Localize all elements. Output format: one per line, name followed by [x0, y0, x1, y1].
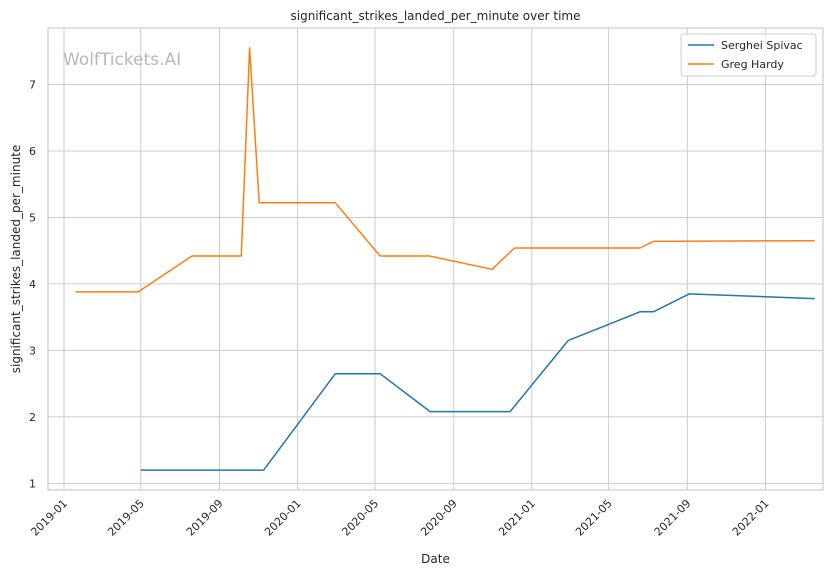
y-tick-label: 6: [29, 145, 36, 158]
series-line-serghei-spivac: [140, 293, 815, 471]
plot-area: [47, 27, 824, 491]
y-axis-label: significant_strikes_landed_per_minute: [9, 145, 23, 374]
series-line-greg-hardy: [75, 47, 815, 293]
x-axis-label: Date: [421, 552, 450, 566]
series-lines: [75, 47, 815, 471]
watermark: WolfTickets.AI: [63, 50, 181, 70]
legend: Serghei Spivac Greg Hardy: [680, 33, 817, 77]
y-tick-label: 5: [29, 211, 36, 224]
legend-label-serghei-spivac: Serghei Spivac: [721, 39, 803, 52]
grid-lines: [48, 28, 823, 490]
y-tick-label: 2: [29, 411, 36, 424]
y-tick-label: 4: [29, 278, 36, 291]
y-axis-ticks: 1 2 3 4 5 6 7: [29, 79, 36, 491]
legend-label-greg-hardy: Greg Hardy: [721, 58, 784, 71]
y-tick-label: 1: [29, 477, 36, 490]
legend-box: [680, 33, 817, 77]
chart-title: significant_strikes_landed_per_minute ov…: [290, 9, 580, 23]
y-tick-label: 7: [29, 79, 36, 92]
y-tick-label: 3: [29, 344, 36, 357]
